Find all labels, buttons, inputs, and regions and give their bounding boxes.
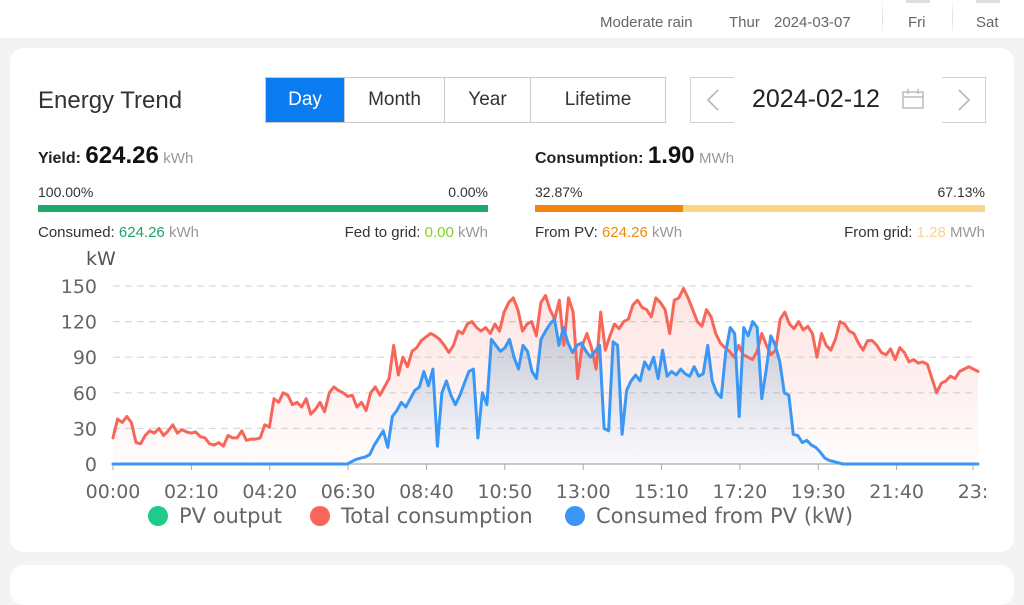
selected-date[interactable]: 2024-02-12 [752, 85, 880, 113]
consumed-unit: kWh [168, 224, 199, 241]
consumption-bar-remainder [682, 205, 985, 212]
divider [882, 0, 883, 34]
yield-summary: Yield: 624.26 kWh [38, 142, 193, 170]
from-grid-stat: From grid: 1.28 MWh [765, 224, 985, 241]
energy-trend-card: Energy Trend Day Month Year Lifetime 202… [10, 48, 1014, 552]
weather-icon [976, 0, 1000, 3]
from-grid-label: From grid: [844, 224, 913, 241]
fed-unit: kWh [458, 224, 488, 241]
from-grid-unit: MWh [950, 224, 985, 241]
consumption-bar-fill [535, 205, 683, 212]
tab-lifetime[interactable]: Lifetime [531, 78, 665, 122]
yield-left-pct: 100.00% [38, 184, 94, 200]
period-tabs: Day Month Year Lifetime [265, 77, 666, 123]
consumption-right-pct: 67.13% [937, 184, 985, 200]
consumption-value: 1.90 [647, 142, 695, 169]
consumption-progress-bar [535, 205, 985, 212]
from-pv-label: From PV: [535, 224, 598, 241]
yield-bar-fill [38, 205, 488, 212]
weather-bar: Moderate rain Thur 2024-03-07 Fri Sat [0, 0, 1024, 38]
tab-month[interactable]: Month [345, 78, 445, 122]
fed-to-grid-stat: Fed to grid: 0.00 kWh [288, 224, 488, 241]
calendar-icon[interactable] [902, 89, 924, 109]
from-pv-value: 624.26 [601, 224, 648, 241]
fed-label: Fed to grid: [344, 224, 421, 241]
yield-progress-bar [38, 205, 488, 212]
consumption-summary: Consumption: 1.90 MWh [535, 142, 734, 170]
from-grid-value: 1.28 [916, 224, 946, 241]
weather-condition: Moderate rain [600, 14, 693, 31]
chevron-left-icon [706, 89, 719, 111]
date-picker: 2024-02-12 [690, 77, 986, 123]
weather-icon [906, 0, 930, 3]
from-pv-stat: From PV: 624.26 kWh [535, 224, 682, 241]
consumption-unit: MWh [699, 150, 735, 167]
forecast-day-fri[interactable]: Fri [908, 14, 926, 31]
chevron-right-icon [957, 89, 970, 111]
fed-value: 0.00 [424, 224, 454, 241]
yield-label: Yield: [38, 150, 81, 167]
from-pv-unit: kWh [652, 224, 683, 241]
prev-date-button[interactable] [690, 77, 734, 123]
consumed-stat: Consumed: 624.26 kWh [38, 224, 199, 241]
card-title: Energy Trend [38, 87, 183, 114]
tab-day[interactable]: Day [266, 78, 345, 122]
divider [952, 0, 953, 34]
next-date-button[interactable] [942, 77, 986, 123]
weather-date: 2024-03-07 [774, 14, 851, 31]
forecast-day-sat[interactable]: Sat [976, 14, 999, 31]
consumed-value: 624.26 [118, 224, 165, 241]
next-card [10, 565, 1014, 605]
tab-year[interactable]: Year [445, 78, 531, 122]
yield-unit: kWh [163, 150, 194, 167]
consumption-left-pct: 32.87% [535, 184, 583, 200]
yield-value: 624.26 [85, 142, 159, 169]
yield-right-pct: 0.00% [448, 184, 488, 200]
consumed-label: Consumed: [38, 224, 115, 241]
consumption-label: Consumption: [535, 150, 644, 167]
weather-day: Thur [729, 14, 760, 31]
